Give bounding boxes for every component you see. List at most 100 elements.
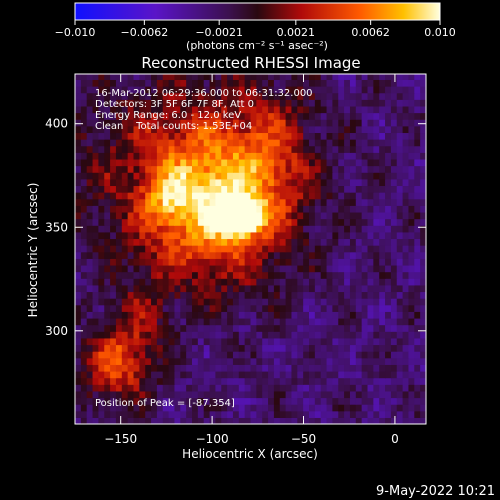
heatmap-cell (133, 390, 140, 399)
heatmap-cell (309, 384, 316, 392)
heatmap-cell (268, 125, 275, 134)
heatmap-cell (197, 344, 205, 352)
heatmap-cell (127, 178, 135, 187)
heatmap-cell (197, 324, 205, 332)
heatmap-cell (92, 205, 99, 213)
heatmap-cell (303, 357, 310, 365)
heatmap-cell (232, 172, 240, 180)
heatmap-cell (244, 86, 252, 94)
heatmap-cell (174, 351, 181, 359)
heatmap-cell (326, 158, 333, 167)
heatmap-cell (373, 298, 380, 306)
heatmap-cell (104, 364, 111, 372)
heatmap-cell (279, 311, 287, 319)
heatmap-cell (250, 390, 257, 399)
heatmap-cell (75, 284, 82, 293)
heatmap-cell (297, 158, 304, 167)
heatmap-cell (232, 231, 240, 240)
heatmap-cell (332, 351, 339, 359)
heatmap-cell (297, 304, 304, 312)
heatmap-cell (162, 271, 170, 279)
heatmap-cell (174, 397, 181, 405)
heatmap-cell (279, 251, 287, 259)
heatmap-cell (203, 304, 211, 312)
heatmap-cell (180, 251, 187, 259)
heatmap-cell (145, 311, 152, 319)
heatmap-cell (314, 397, 322, 405)
heatmap-cell (402, 317, 410, 326)
heatmap-cell (238, 132, 246, 140)
heatmap-cell (291, 397, 298, 405)
heatmap-cell (402, 264, 410, 273)
heatmap-cell (291, 165, 298, 173)
heatmap-cell (297, 278, 304, 286)
heatmap-cell (402, 238, 410, 246)
heatmap-cell (145, 278, 152, 286)
heatmap-cell (238, 384, 246, 392)
heatmap-cell (186, 264, 193, 273)
heatmap-cell (268, 384, 275, 392)
heatmap-cell (221, 311, 228, 319)
heatmap-cell (232, 384, 240, 392)
heatmap-cell (314, 145, 322, 153)
heatmap-cell (168, 192, 176, 200)
heatmap-cell (332, 251, 339, 259)
heatmap-cell (279, 284, 287, 293)
heatmap-cell (203, 172, 211, 180)
heatmap-cell (151, 112, 158, 120)
heatmap-cell (232, 284, 240, 293)
heatmap-cell (297, 397, 304, 405)
heatmap-cell (203, 324, 211, 332)
heatmap-cell (291, 225, 298, 233)
heatmap-cell (104, 404, 111, 412)
heatmap-cell (186, 158, 193, 167)
heatmap-cell (320, 337, 328, 346)
heatmap-cell (192, 165, 199, 173)
heatmap-cell (98, 92, 105, 100)
heatmap-cell (408, 99, 415, 107)
heatmap-cell (209, 251, 216, 259)
heatmap-cell (98, 284, 105, 293)
heatmap-cell (414, 231, 421, 240)
heatmap-cell (139, 225, 146, 233)
heatmap-cell (349, 211, 357, 220)
heatmap-cell (268, 178, 275, 187)
heatmap-cell (145, 198, 152, 206)
heatmap-cell (232, 311, 240, 319)
heatmap-cell (320, 317, 328, 326)
heatmap-cell (355, 317, 363, 326)
heatmap-cell (98, 344, 105, 352)
heatmap-cell (373, 344, 380, 352)
heatmap-cell (414, 218, 421, 226)
heatmap-cell (121, 390, 129, 399)
heatmap-cell (349, 86, 357, 94)
heatmap-cell (197, 377, 205, 385)
heatmap-cell (121, 185, 129, 193)
heatmap-cell (197, 264, 205, 273)
heatmap-cell (215, 231, 222, 240)
heatmap-cell (408, 410, 415, 418)
heatmap-cell (151, 271, 158, 279)
heatmap-cell (309, 397, 316, 405)
heatmap-cell (156, 165, 164, 173)
heatmap-cell (75, 86, 82, 94)
heatmap-cell (408, 404, 415, 412)
heatmap-cell (115, 158, 123, 167)
heatmap-cell (133, 351, 140, 359)
heatmap-cell (320, 357, 328, 365)
heatmap-cell (209, 158, 216, 167)
heatmap-cell (156, 211, 164, 220)
heatmap-cell (104, 337, 111, 346)
heatmap-cell (303, 238, 310, 246)
heatmap-cell (127, 172, 135, 180)
heatmap-cell (326, 311, 333, 319)
heatmap-cell (326, 258, 333, 266)
heatmap-cell (127, 79, 135, 87)
heatmap-cell (104, 178, 111, 187)
heatmap-cell (145, 377, 152, 385)
heatmap-cell (110, 377, 117, 385)
heatmap-cell (192, 410, 199, 418)
heatmap-cell (279, 172, 287, 180)
heatmap-cell (215, 397, 222, 405)
heatmap-cell (314, 364, 322, 372)
